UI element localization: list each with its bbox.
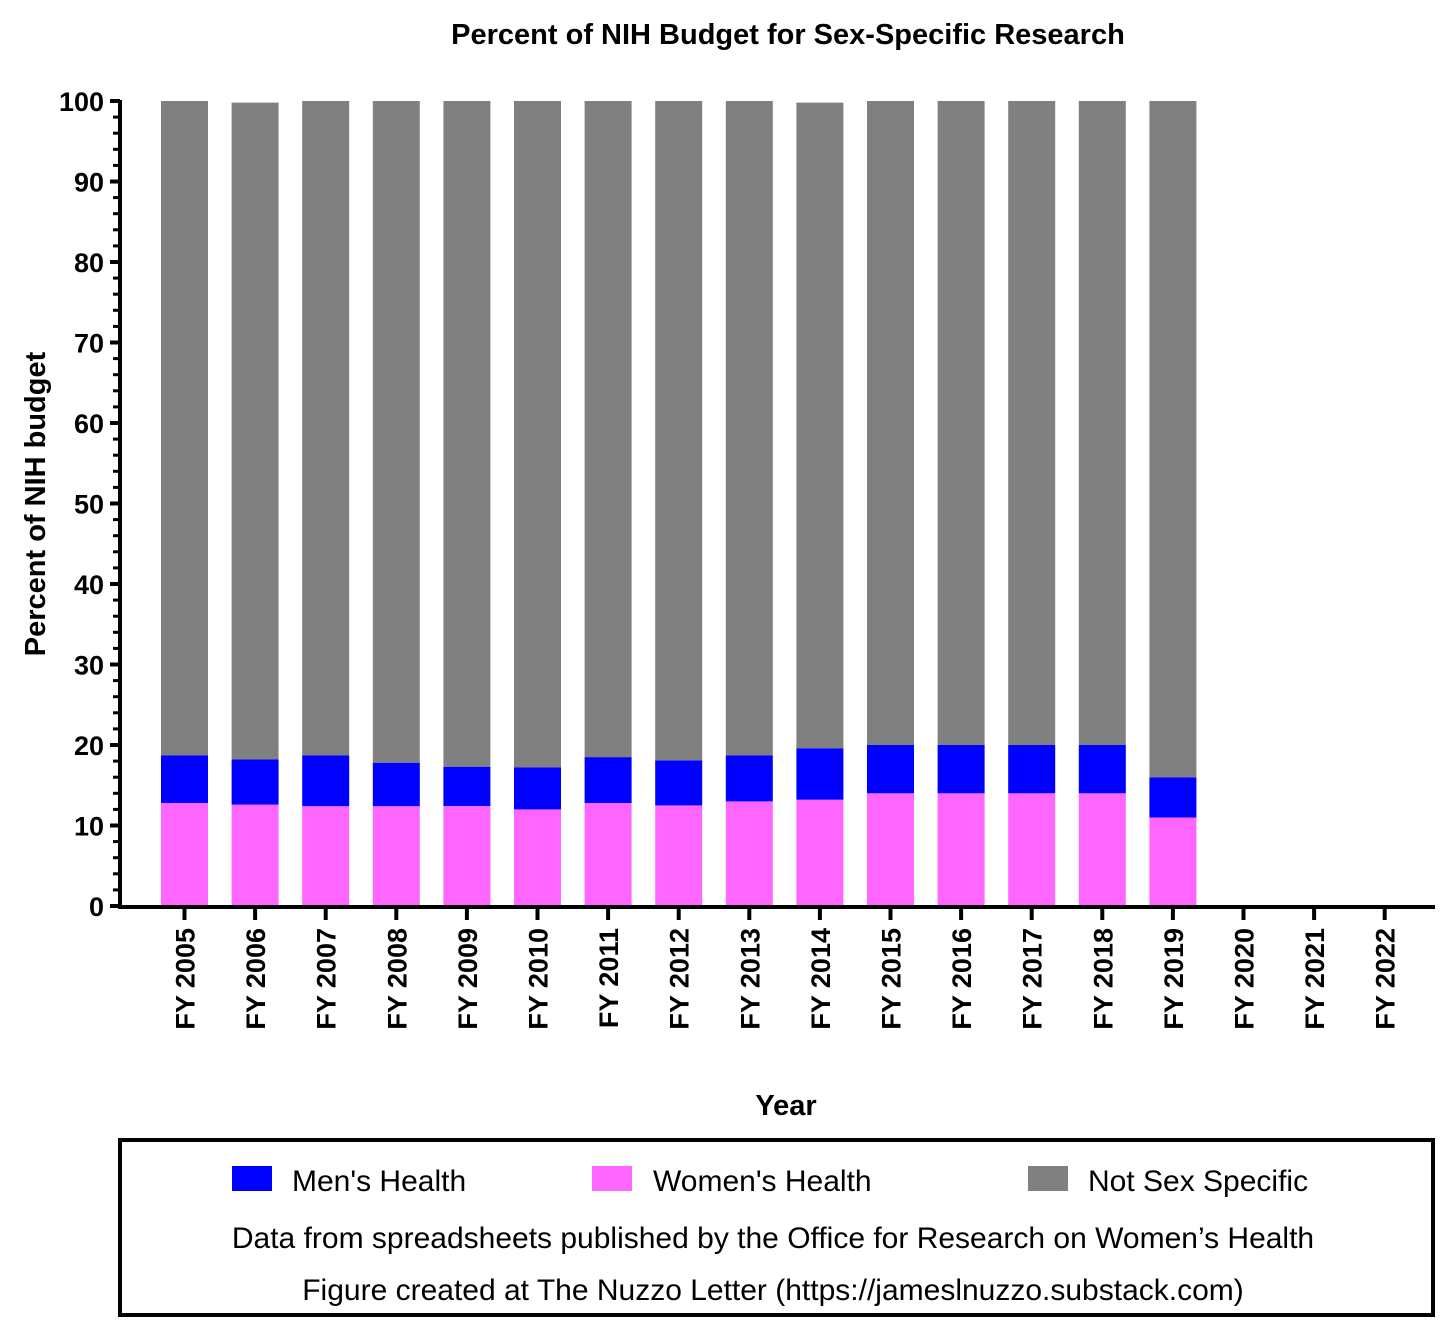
x-axis-label: Year — [755, 1090, 816, 1122]
bar-men-s-health-fy-2013 — [725, 755, 773, 802]
y-tick-label: 20 — [74, 731, 104, 761]
x-tick-label: FY 2022 — [1371, 928, 1401, 1030]
x-tick-label: FY 2013 — [735, 928, 765, 1030]
bars-group — [161, 101, 1197, 906]
legend-box — [118, 1138, 1435, 1317]
x-tick-label: FY 2011 — [594, 928, 624, 1028]
legend-label-women-s-health: Women's Health — [653, 1165, 872, 1198]
bar-not-sex-specific-fy-2012 — [655, 101, 703, 761]
bar-not-sex-specific-fy-2007 — [302, 101, 350, 756]
y-axis-label: Percent of NIH budget — [20, 351, 52, 656]
bar-men-s-health-fy-2016 — [937, 745, 985, 794]
bar-not-sex-specific-fy-2017 — [1008, 101, 1056, 745]
y-tick-label: 50 — [74, 490, 104, 520]
legend-swatch-not-sex-specific — [1028, 1166, 1068, 1191]
bar-not-sex-specific-fy-2008 — [372, 101, 420, 763]
x-tick-label: FY 2018 — [1088, 928, 1118, 1030]
bar-not-sex-specific-fy-2013 — [725, 101, 773, 756]
bar-men-s-health-fy-2009 — [443, 766, 491, 807]
y-tick-label: 0 — [89, 892, 104, 922]
bar-men-s-health-fy-2018 — [1078, 745, 1126, 794]
bar-men-s-health-fy-2010 — [514, 767, 561, 810]
y-tick-label: 70 — [74, 329, 104, 359]
y-tick-label: 100 — [59, 87, 104, 117]
bar-women-s-health-fy-2019 — [1149, 817, 1197, 906]
bar-women-s-health-fy-2017 — [1008, 793, 1056, 906]
bar-men-s-health-fy-2012 — [655, 760, 703, 806]
x-tick-label: FY 2012 — [665, 928, 695, 1030]
bar-men-s-health-fy-2015 — [867, 745, 914, 794]
bar-men-s-health-fy-2005 — [161, 755, 208, 803]
bar-women-s-health-fy-2008 — [372, 806, 420, 906]
bar-not-sex-specific-fy-2014 — [796, 102, 844, 749]
bar-not-sex-specific-fy-2010 — [514, 101, 561, 768]
bar-not-sex-specific-fy-2011 — [584, 101, 632, 758]
y-tick-label: 60 — [74, 409, 104, 439]
y-tick-label: 80 — [74, 248, 104, 278]
x-tick-label: FY 2017 — [1018, 928, 1048, 1030]
bar-women-s-health-fy-2010 — [514, 809, 561, 906]
y-tick-label: 40 — [74, 570, 104, 600]
bar-women-s-health-fy-2007 — [302, 806, 350, 906]
x-tick-label: FY 2006 — [241, 928, 271, 1030]
bar-men-s-health-fy-2017 — [1008, 745, 1056, 794]
x-tick-label: FY 2019 — [1159, 928, 1189, 1030]
y-tick-label: 10 — [74, 812, 104, 842]
bar-men-s-health-fy-2019 — [1149, 777, 1197, 818]
bar-not-sex-specific-fy-2005 — [161, 101, 208, 756]
legend-label-not-sex-specific: Not Sex Specific — [1088, 1165, 1308, 1198]
x-ticks-group: FY 2005 FY 2006 FY 2007 FY 2008 FY 2009 FY 20… — [171, 907, 1401, 1030]
x-tick-label: FY 2015 — [877, 928, 907, 1030]
bar-not-sex-specific-fy-2019 — [1149, 101, 1197, 778]
x-tick-label: FY 2020 — [1230, 928, 1260, 1030]
bar-women-s-health-fy-2014 — [796, 799, 844, 906]
bar-not-sex-specific-fy-2006 — [231, 102, 279, 760]
bar-women-s-health-fy-2005 — [161, 803, 208, 906]
chart-title: Percent of NIH Budget for Sex-Specific R… — [451, 19, 1125, 51]
x-tick-label: FY 2021 — [1300, 928, 1330, 1030]
figure-credit-note: Figure created at The Nuzzo Letter (http… — [302, 1274, 1244, 1307]
x-tick-label: FY 2007 — [312, 928, 342, 1030]
x-tick-label: FY 2008 — [382, 928, 412, 1030]
bar-women-s-health-fy-2015 — [867, 793, 914, 906]
legend-label-men-s-health: Men's Health — [292, 1165, 466, 1198]
bar-women-s-health-fy-2011 — [584, 803, 632, 906]
bar-not-sex-specific-fy-2018 — [1078, 101, 1126, 745]
bar-not-sex-specific-fy-2016 — [937, 101, 985, 745]
x-tick-label: FY 2005 — [171, 928, 201, 1030]
bar-men-s-health-fy-2006 — [231, 759, 279, 805]
data-source-note: Data from spreadsheets published by the … — [232, 1222, 1314, 1255]
bar-women-s-health-fy-2013 — [725, 801, 773, 906]
y-tick-label: 30 — [74, 651, 104, 681]
bar-men-s-health-fy-2008 — [372, 762, 420, 807]
legend-swatch-men-s-health — [232, 1166, 272, 1191]
y-tick-label: 90 — [74, 168, 104, 198]
x-tick-label: FY 2010 — [524, 928, 554, 1030]
bar-not-sex-specific-fy-2009 — [443, 101, 491, 767]
y-ticks-group: 0 10 20 30 40 50 60 70 80 90 100 — [59, 87, 120, 922]
bar-not-sex-specific-fy-2015 — [867, 101, 914, 745]
bar-women-s-health-fy-2012 — [655, 805, 703, 906]
bar-men-s-health-fy-2014 — [796, 748, 844, 800]
bar-women-s-health-fy-2016 — [937, 793, 985, 906]
bar-men-s-health-fy-2011 — [584, 757, 632, 803]
x-tick-label: FY 2014 — [806, 928, 836, 1030]
legend: Men's Health Women's Health Not Sex Specif… — [232, 1165, 1308, 1198]
bar-women-s-health-fy-2006 — [231, 804, 279, 906]
bar-men-s-health-fy-2007 — [302, 755, 350, 807]
bar-women-s-health-fy-2018 — [1078, 793, 1126, 906]
legend-swatch-women-s-health — [592, 1166, 632, 1191]
x-tick-label: FY 2009 — [453, 928, 483, 1030]
x-tick-label: FY 2016 — [947, 928, 977, 1030]
bar-women-s-health-fy-2009 — [443, 806, 491, 906]
